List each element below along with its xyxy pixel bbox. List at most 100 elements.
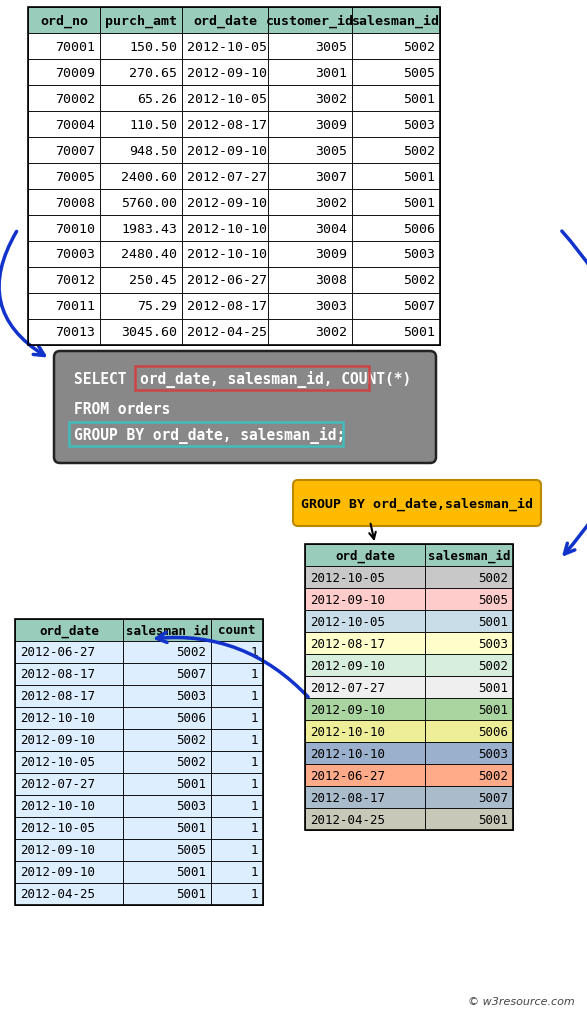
Text: GROUP BY ord_date,salesman_id: GROUP BY ord_date,salesman_id (301, 496, 533, 511)
Text: 2012-09-10: 2012-09-10 (187, 196, 267, 209)
Text: 70007: 70007 (55, 145, 95, 158)
Text: 2480.40: 2480.40 (121, 249, 177, 261)
Text: 1: 1 (251, 712, 258, 725)
FancyBboxPatch shape (100, 86, 182, 112)
Text: 5005: 5005 (478, 592, 508, 606)
FancyBboxPatch shape (182, 190, 268, 215)
FancyBboxPatch shape (28, 86, 100, 112)
Text: 2012-06-27: 2012-06-27 (187, 274, 267, 287)
Text: 2012-10-05: 2012-10-05 (20, 756, 95, 768)
Text: 3005: 3005 (315, 145, 347, 158)
Text: 3004: 3004 (315, 222, 347, 236)
Text: 5006: 5006 (403, 222, 435, 236)
Text: 1: 1 (251, 888, 258, 901)
Text: 3002: 3002 (315, 327, 347, 339)
FancyBboxPatch shape (15, 861, 123, 884)
Text: 150.50: 150.50 (129, 40, 177, 54)
FancyBboxPatch shape (123, 796, 211, 817)
Text: 5005: 5005 (403, 67, 435, 80)
FancyBboxPatch shape (15, 708, 123, 729)
FancyBboxPatch shape (182, 164, 268, 190)
FancyBboxPatch shape (211, 751, 263, 773)
Text: ord_no: ord_no (40, 14, 88, 27)
Text: 5001: 5001 (403, 92, 435, 105)
Text: 5007: 5007 (478, 791, 508, 804)
FancyBboxPatch shape (305, 566, 425, 588)
Text: © w3resource.com: © w3resource.com (468, 996, 575, 1006)
Text: 1: 1 (251, 668, 258, 680)
Text: 5003: 5003 (478, 637, 508, 650)
Text: 5003: 5003 (403, 118, 435, 131)
FancyBboxPatch shape (268, 112, 352, 137)
FancyBboxPatch shape (352, 319, 440, 346)
FancyBboxPatch shape (15, 796, 123, 817)
Text: 2012-08-17: 2012-08-17 (310, 791, 385, 804)
Text: 2012-10-10: 2012-10-10 (20, 800, 95, 813)
Text: 1: 1 (251, 756, 258, 768)
Text: 70002: 70002 (55, 92, 95, 105)
Text: 2012-08-17: 2012-08-17 (187, 118, 267, 131)
FancyBboxPatch shape (211, 708, 263, 729)
FancyBboxPatch shape (352, 164, 440, 190)
FancyBboxPatch shape (123, 729, 211, 751)
Text: 1: 1 (251, 822, 258, 835)
FancyBboxPatch shape (268, 60, 352, 86)
Text: 2012-09-10: 2012-09-10 (310, 659, 385, 672)
Text: 1: 1 (251, 777, 258, 791)
FancyBboxPatch shape (123, 708, 211, 729)
Text: 2012-07-27: 2012-07-27 (187, 170, 267, 183)
FancyBboxPatch shape (100, 34, 182, 60)
FancyBboxPatch shape (123, 751, 211, 773)
FancyBboxPatch shape (28, 242, 100, 268)
Text: 2012-10-10: 2012-10-10 (187, 222, 267, 236)
FancyBboxPatch shape (28, 215, 100, 242)
Text: 1983.43: 1983.43 (121, 222, 177, 236)
FancyBboxPatch shape (268, 268, 352, 294)
Text: 2012-04-25: 2012-04-25 (187, 327, 267, 339)
Text: 5002: 5002 (403, 145, 435, 158)
FancyBboxPatch shape (352, 86, 440, 112)
Text: 3007: 3007 (315, 170, 347, 183)
Text: 3009: 3009 (315, 249, 347, 261)
Text: 2012-08-17: 2012-08-17 (20, 668, 95, 680)
FancyBboxPatch shape (305, 545, 425, 566)
FancyBboxPatch shape (54, 352, 436, 463)
FancyBboxPatch shape (15, 641, 123, 663)
Text: 5001: 5001 (176, 822, 206, 835)
FancyBboxPatch shape (182, 8, 268, 34)
Text: 5001: 5001 (403, 170, 435, 183)
FancyBboxPatch shape (268, 137, 352, 164)
FancyBboxPatch shape (425, 699, 513, 720)
Text: customer_id: customer_id (266, 14, 354, 27)
FancyBboxPatch shape (305, 742, 425, 764)
Text: 5001: 5001 (478, 680, 508, 694)
FancyBboxPatch shape (425, 676, 513, 699)
FancyBboxPatch shape (305, 699, 425, 720)
Text: GROUP BY ord_date, salesman_id;: GROUP BY ord_date, salesman_id; (74, 427, 345, 444)
Text: 70010: 70010 (55, 222, 95, 236)
Text: SELECT: SELECT (74, 372, 135, 387)
FancyBboxPatch shape (100, 112, 182, 137)
FancyBboxPatch shape (123, 620, 211, 641)
FancyBboxPatch shape (100, 268, 182, 294)
Text: 948.50: 948.50 (129, 145, 177, 158)
Text: ord_date: ord_date (39, 624, 99, 637)
Text: 70013: 70013 (55, 327, 95, 339)
Text: 1: 1 (251, 800, 258, 813)
FancyBboxPatch shape (182, 319, 268, 346)
FancyBboxPatch shape (211, 884, 263, 905)
Text: 1: 1 (251, 646, 258, 659)
FancyBboxPatch shape (28, 60, 100, 86)
FancyBboxPatch shape (123, 773, 211, 796)
Text: 5002: 5002 (176, 756, 206, 768)
FancyBboxPatch shape (425, 808, 513, 830)
Text: 2012-09-10: 2012-09-10 (187, 67, 267, 80)
FancyBboxPatch shape (100, 242, 182, 268)
FancyBboxPatch shape (28, 294, 100, 319)
Text: 5002: 5002 (176, 646, 206, 659)
FancyBboxPatch shape (182, 215, 268, 242)
Text: 2012-10-05: 2012-10-05 (310, 571, 385, 584)
FancyBboxPatch shape (268, 34, 352, 60)
Text: 5002: 5002 (403, 40, 435, 54)
Text: 5002: 5002 (478, 659, 508, 672)
